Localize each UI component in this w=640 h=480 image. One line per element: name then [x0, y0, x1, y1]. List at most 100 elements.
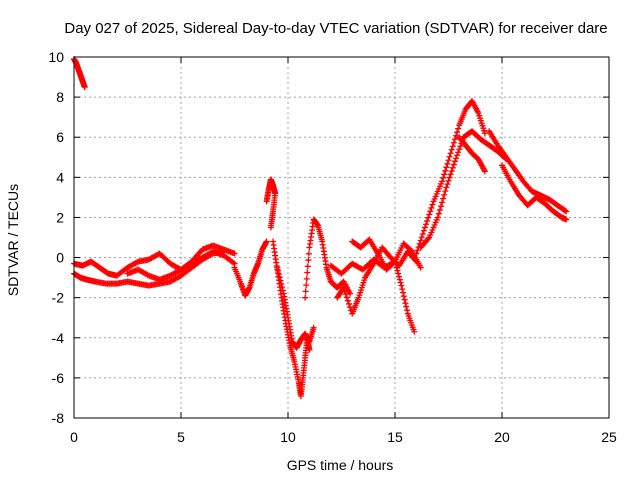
chart-title: Day 027 of 2025, Sidereal Day-to-day VTE…: [64, 20, 607, 37]
data-point: [395, 270, 402, 277]
x-tick-label: 10: [280, 429, 296, 445]
data-point: [411, 328, 418, 335]
data-point: [440, 174, 447, 181]
data-point: [279, 287, 286, 294]
data-point: [302, 288, 309, 295]
data-point: [457, 143, 464, 150]
data-point: [305, 257, 312, 264]
x-tick-label: 5: [177, 429, 185, 445]
data-point: [402, 300, 409, 307]
data-point: [390, 259, 397, 266]
series-mid-noise-3: [349, 236, 424, 273]
data-point: [425, 235, 432, 242]
data-point: [400, 293, 407, 300]
x-tick-label: 15: [387, 429, 403, 445]
data-point: [302, 294, 309, 301]
data-point: [440, 195, 447, 202]
data-point: [454, 129, 461, 136]
data-point: [426, 211, 433, 218]
y-tick-label: 0: [56, 250, 64, 266]
data-point: [438, 203, 445, 210]
data-point: [417, 264, 424, 271]
data-point: [446, 153, 453, 160]
data-point: [435, 210, 442, 217]
data-point: [448, 168, 455, 175]
series-rise-lower: [417, 128, 510, 251]
data-point: [419, 230, 426, 237]
data-point: [342, 291, 349, 298]
data-point: [279, 284, 286, 291]
series-dive-side: [274, 264, 317, 351]
data-point: [563, 216, 570, 223]
data-point: [345, 300, 352, 307]
data-point: [451, 136, 458, 143]
data-point: [340, 284, 347, 291]
data-point: [455, 125, 462, 132]
data-point: [276, 274, 283, 281]
data-point: [445, 177, 452, 184]
data-point: [418, 234, 425, 241]
data-point: [443, 184, 450, 191]
data-point: [455, 149, 462, 156]
data-point: [420, 227, 427, 234]
grid: [74, 57, 609, 418]
data-point: [81, 84, 88, 91]
plot-frame: [73, 56, 610, 419]
data-point: [408, 247, 415, 254]
data-point: [303, 282, 310, 289]
data-point: [413, 250, 420, 257]
series-dip-8h: [231, 238, 270, 299]
y-tick-label: -4: [52, 330, 65, 346]
data-point: [442, 167, 449, 174]
x-tick-label: 25: [601, 429, 617, 445]
data-point: [444, 160, 451, 167]
data-point: [456, 146, 463, 153]
data-point: [436, 206, 443, 213]
data-point: [443, 164, 450, 171]
data-point: [452, 132, 459, 139]
data-point: [429, 201, 436, 208]
data-point: [277, 277, 284, 284]
data-point: [434, 214, 441, 221]
data-point: [451, 158, 458, 165]
y-tick-label: 6: [56, 129, 64, 145]
data-point: [449, 143, 456, 150]
data-point: [133, 259, 140, 266]
data-point: [304, 263, 311, 270]
data-point: [442, 188, 449, 195]
data-point: [441, 171, 448, 178]
y-tick-label: 4: [56, 169, 64, 185]
data-point: [450, 161, 457, 168]
series-band-mid: [124, 248, 238, 283]
data-point: [421, 224, 428, 231]
data-point: [428, 204, 435, 211]
data-point: [305, 250, 312, 257]
y-axis-label: SDTVAR / TECUs: [5, 184, 21, 296]
data-point: [446, 174, 453, 181]
axis-ticks: 0 5 10 15 20 25 -8 -6 -4 -2 0 2 4 6 8 10: [48, 49, 617, 445]
data-point: [401, 296, 408, 303]
series-rise-upper: [413, 98, 488, 257]
y-tick-label: -2: [52, 290, 65, 306]
y-tick-label: -8: [52, 410, 65, 426]
y-tick-label: -6: [52, 370, 65, 386]
data-point: [447, 150, 454, 157]
data-point: [144, 271, 151, 278]
data-point: [341, 287, 348, 294]
data-point: [439, 199, 446, 206]
data-point: [447, 171, 454, 178]
y-tick-label: 10: [48, 49, 64, 65]
series-band-low: [71, 248, 227, 289]
series-spike-9h: [263, 176, 279, 231]
data-point: [425, 214, 432, 221]
data-point: [267, 224, 274, 231]
data-point: [450, 139, 457, 146]
data-point: [396, 276, 403, 283]
data-point: [278, 280, 285, 287]
data-point: [306, 346, 313, 353]
data-point: [310, 324, 317, 331]
data-point: [417, 237, 424, 244]
data-point: [230, 259, 237, 266]
data-point: [263, 238, 270, 245]
data-point: [394, 267, 401, 274]
